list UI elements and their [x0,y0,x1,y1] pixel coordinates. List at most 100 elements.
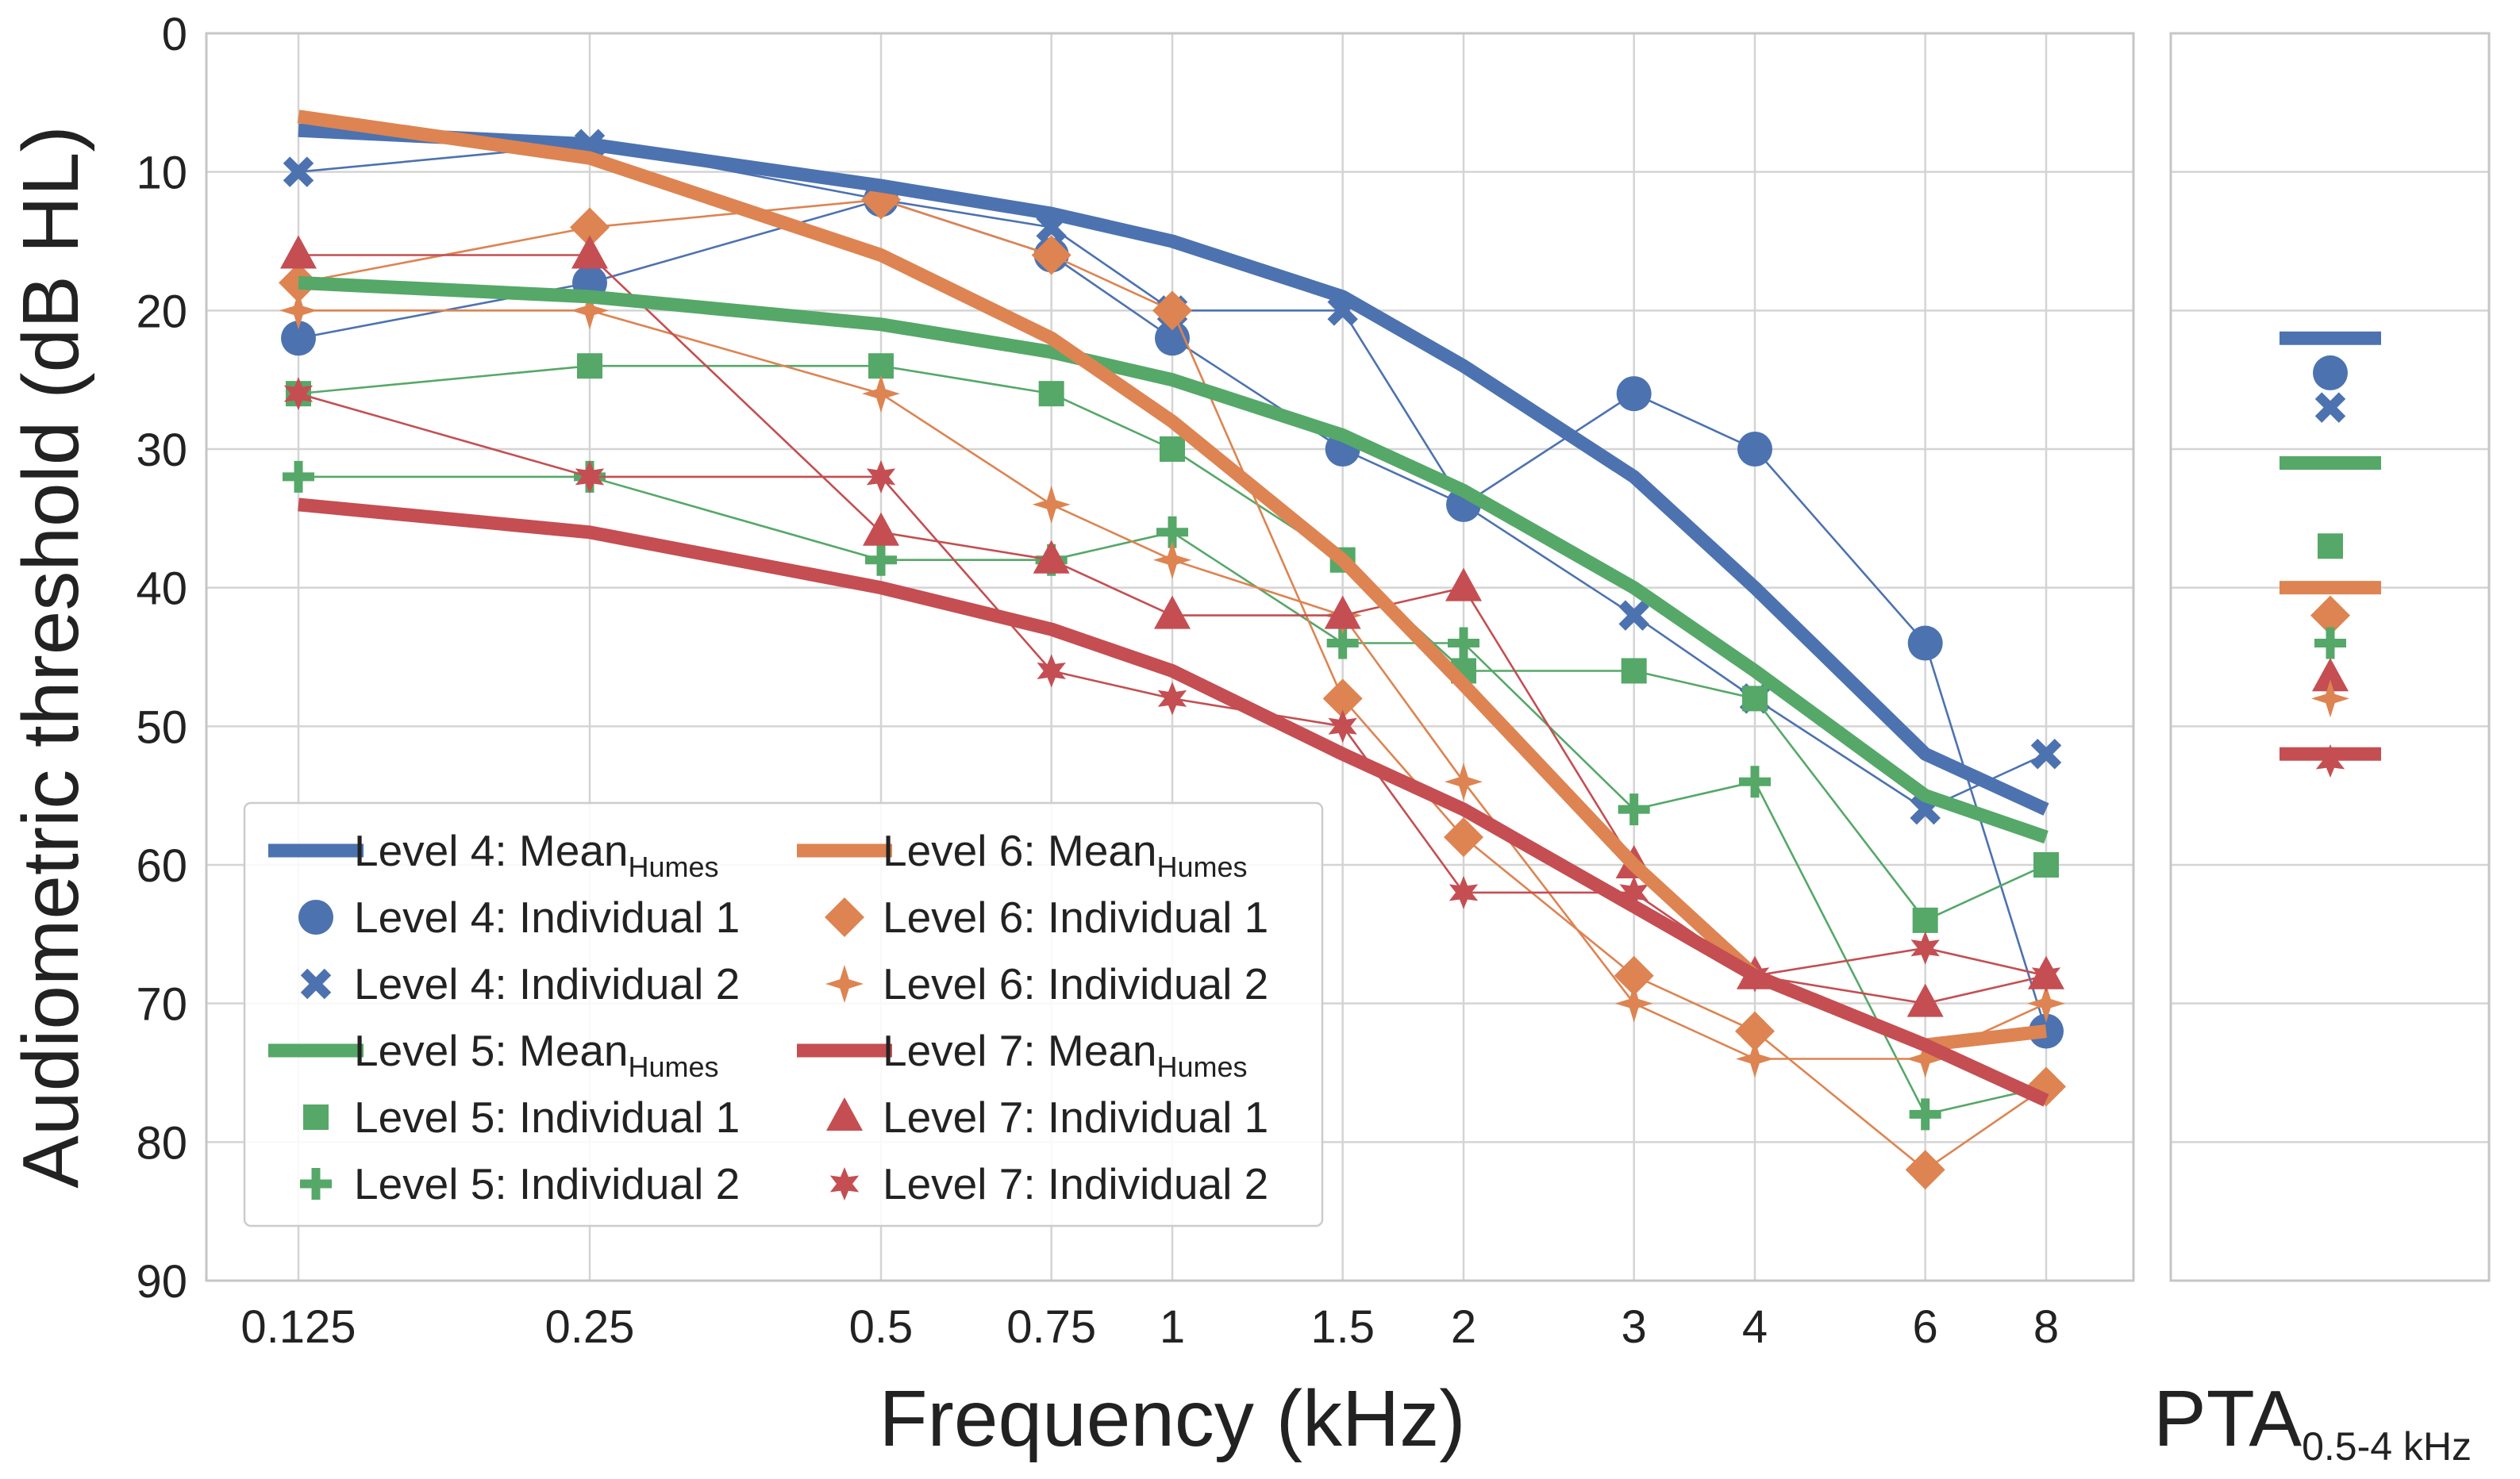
data-point [1907,625,1943,661]
legend-handle [300,968,332,1000]
data-point [1037,654,1066,688]
legend-item-level-6-individual-2: Level 6: Individual 2 [825,959,1268,1008]
legend-label-sub: Humes [629,1051,719,1083]
legend-label-main: Level 4: Mean [354,826,629,875]
legend-label: Level 6: Individual 2 [883,959,1268,1008]
legend-item-level-6-mean: Level 6: MeanHumes [797,826,1248,883]
x-tick-label: 1 [1160,1301,1185,1353]
legend-label: Level 7: Individual 1 [883,1093,1268,1142]
x-tick-label: 3 [1622,1301,1647,1353]
data-point [1157,682,1187,716]
data-point [1618,793,1650,826]
legend-label-main: Level 6: Mean [883,826,1157,875]
legend-label: Level 7: Individual 2 [883,1159,1268,1208]
pta-label-sub: 0.5-4 kHz [2302,1424,2472,1469]
y-tick-label: 70 [136,979,187,1031]
legend-label: Level 6: MeanHumes [883,826,1248,883]
legend-item-level-4-individual-1: Level 4: Individual 1 [298,893,740,942]
pta-point [2312,658,2349,692]
legend-item-level-7-individual-1: Level 7: Individual 1 [826,1093,1268,1142]
legend-label: Level 5: MeanHumes [354,1026,719,1083]
legend-item-level-4-individual-2: Level 4: Individual 2 [300,959,740,1008]
legend-label: Level 5: Individual 1 [354,1093,740,1142]
legend-label: Level 4: MeanHumes [354,826,719,883]
data-point [571,235,608,269]
legend-item-level-4-mean: Level 4: MeanHumes [268,826,719,883]
pta-point [2310,595,2350,636]
y-tick-label: 80 [136,1117,187,1169]
data-point [280,235,317,269]
y-tick-label: 10 [136,148,187,199]
data-point [1735,1011,1775,1051]
y-tick-label: 20 [136,286,187,337]
data-point [1322,678,1363,719]
mean-line [298,123,2049,816]
legend-handle [825,897,864,937]
data-point [1031,235,1071,275]
legend-handle [825,965,864,1003]
legend-label: Level 5: Individual 2 [354,1159,740,1208]
pta-point [2314,627,2346,659]
data-point [1614,984,1653,1023]
data-point [1033,540,1070,574]
data-point [1906,983,1944,1017]
legend-handle [826,1097,863,1131]
data-point [1445,567,1482,601]
data-point [1154,595,1191,629]
legend-handle [829,1167,860,1200]
data-point [1910,931,1940,965]
legend-label: Level 6: Individual 1 [883,893,1268,942]
x-tick-label: 4 [1742,1301,1768,1353]
data-point [1032,485,1071,524]
legend-label-main: Level 5: Individual 2 [354,1159,740,1208]
legend-item-level-6-individual-1: Level 6: Individual 1 [825,893,1268,942]
legend-handle [303,1104,329,1130]
data-point [283,156,314,187]
legend-label-sub: Humes [1157,851,1248,883]
data-point [283,460,314,493]
data-point [866,459,896,494]
data-point [1445,763,1483,801]
x-tick-label: 2 [1451,1301,1476,1353]
x-tick-label: 1.5 [1310,1301,1375,1353]
data-point [571,291,609,330]
data-point [279,291,317,330]
data-point [2030,739,2062,770]
data-point [1736,1039,1774,1078]
legend-label-main: Level 6: Individual 2 [883,959,1268,1008]
series-level-4-mean [298,123,2049,816]
x-tick-label: 0.125 [240,1301,356,1353]
y-tick-label: 30 [136,424,187,476]
mean-line [298,497,2049,1107]
data-point [1616,376,1652,412]
legend-item-level-5-individual-1: Level 5: Individual 1 [303,1093,740,1142]
data-point [1449,875,1479,909]
pta-point [2315,744,2345,778]
data-point [1153,540,1191,579]
data-point [1444,817,1483,858]
data-point [1739,766,1771,798]
legend-label: Level 4: Individual 1 [354,893,740,942]
data-point [1618,600,1649,631]
pta-point [2313,355,2348,390]
legend-item-level-7-mean: Level 7: MeanHumes [797,1026,1248,1083]
legend-label: Level 7: MeanHumes [883,1026,1248,1083]
pta-axis-label: PTA0.5-4 kHz [2153,1374,2472,1469]
y-tick-label: 50 [136,701,187,753]
data-point [2027,984,2065,1023]
legend-label-main: Level 7: Mean [883,1026,1157,1075]
data-point [1905,1150,1945,1190]
x-tick-label: 8 [2033,1301,2059,1353]
pta-point [2318,533,2343,559]
pta-frame [2169,32,2491,1282]
data-point [1621,658,1647,684]
series-level-5-mean [298,275,2049,844]
data-point [1742,686,1768,712]
legend-item-level-7-individual-2: Level 7: Individual 2 [829,1159,1268,1208]
legend-label: Level 4: Individual 2 [354,959,740,1008]
legend-handle [298,900,333,935]
data-point [1619,875,1649,909]
x-tick-label: 0.25 [545,1301,635,1353]
